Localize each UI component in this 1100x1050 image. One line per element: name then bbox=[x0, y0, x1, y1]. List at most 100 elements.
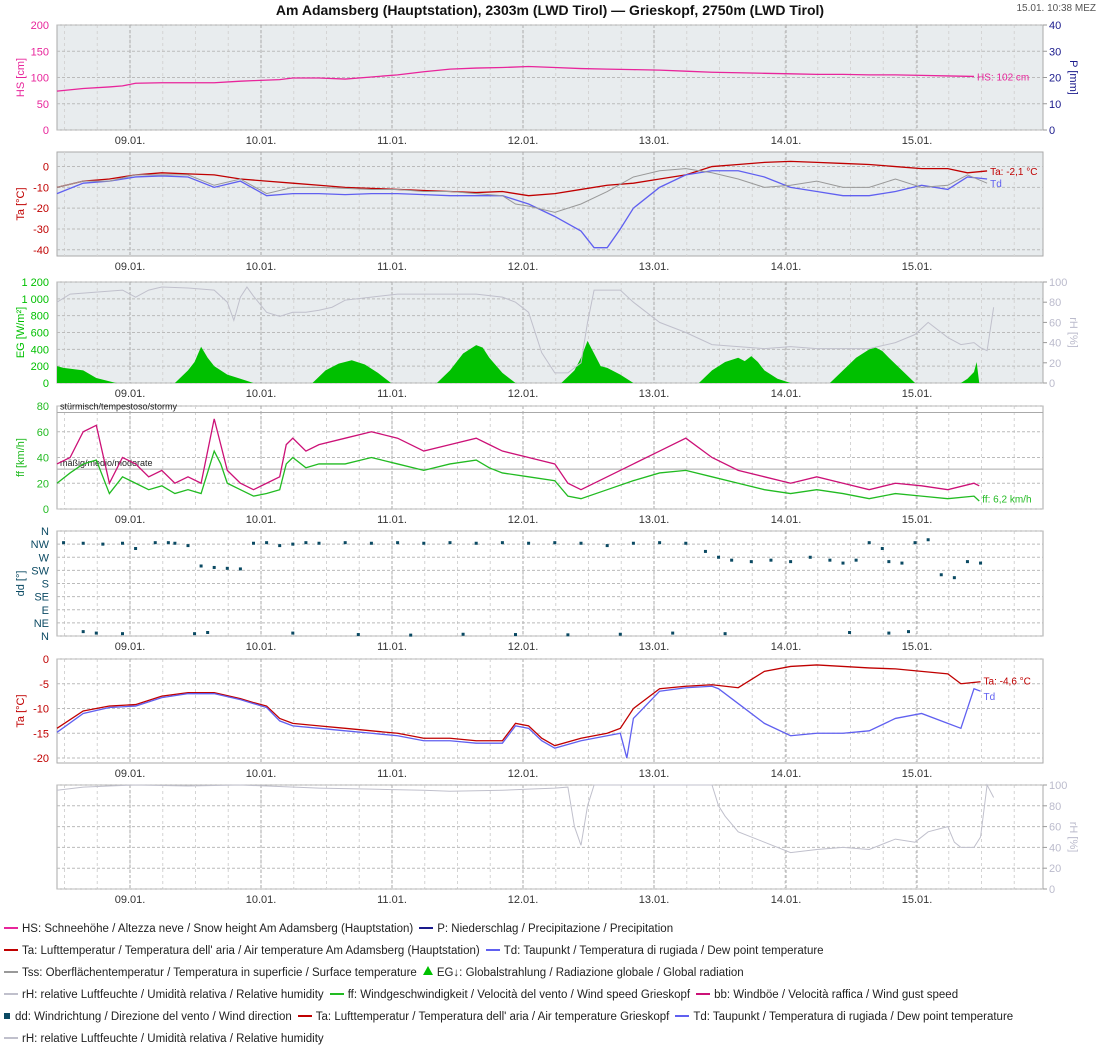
svg-text:09.01.: 09.01. bbox=[115, 388, 146, 400]
legend-line-swatch-icon bbox=[4, 948, 18, 951]
legend-item-rh: rH: relative Luftfeuchte / Umidità relat… bbox=[4, 984, 324, 1006]
svg-text:09.01.: 09.01. bbox=[115, 768, 146, 780]
svg-text:50: 50 bbox=[37, 99, 49, 111]
svg-text:13.01.: 13.01. bbox=[639, 261, 670, 273]
legend-label: HS: Schneehöhe / Altezza neve / Snow hei… bbox=[22, 923, 414, 935]
svg-text:Ta: -2,1 °C: Ta: -2,1 °C bbox=[990, 167, 1037, 178]
legend-line-swatch-icon bbox=[4, 926, 18, 929]
legend: HS: Schneehöhe / Altezza neve / Snow hei… bbox=[4, 918, 1019, 1050]
panel-temperature-grieskopf: 09.01. 10.01. 11.01. 12.01. 13.01. 14.01. 15.0… bbox=[15, 654, 1044, 780]
svg-text:Ta [°C]: Ta [°C] bbox=[15, 187, 27, 220]
svg-text:12.01.: 12.01. bbox=[508, 135, 539, 147]
svg-text:E: E bbox=[42, 605, 49, 617]
legend-line-swatch-icon bbox=[329, 992, 344, 995]
panel-wind-speed: 09.01. 10.01. 11.01. 12.01. 13.01. 14.01. 15.0… bbox=[15, 401, 1044, 526]
svg-text:100: 100 bbox=[31, 73, 49, 85]
panel-humidity-grieskopf: 09.01. 10.01. 11.01. 12.01. 13.01. 14.01. 15.0… bbox=[56, 780, 1079, 906]
svg-text:-20: -20 bbox=[33, 753, 49, 765]
legend-item-eg: EG↓: Globalstrahlung / Radiazione global… bbox=[422, 962, 744, 984]
svg-text:20: 20 bbox=[1049, 73, 1061, 85]
svg-text:dd [°]: dd [°] bbox=[15, 571, 27, 597]
svg-text:ff [km/h]: ff [km/h] bbox=[15, 438, 27, 477]
svg-text:0: 0 bbox=[1049, 378, 1055, 390]
svg-text:60: 60 bbox=[1049, 317, 1061, 329]
legend-item-hs: HS: Schneehöhe / Altezza neve / Snow hei… bbox=[4, 918, 413, 940]
svg-text:60: 60 bbox=[1049, 822, 1061, 834]
svg-text:600: 600 bbox=[31, 328, 49, 340]
svg-text:09.01.: 09.01. bbox=[115, 514, 146, 526]
svg-text:14.01.: 14.01. bbox=[771, 388, 802, 400]
svg-text:S: S bbox=[42, 579, 49, 591]
svg-text:12.01.: 12.01. bbox=[508, 261, 539, 273]
legend-label: Ta: Lufttemperatur / Temperatura dell' a… bbox=[315, 1011, 670, 1023]
svg-text:800: 800 bbox=[31, 311, 49, 323]
svg-text:100: 100 bbox=[1049, 277, 1067, 289]
legend-row: HS: Schneehöhe / Altezza neve / Snow hei… bbox=[4, 918, 1019, 940]
svg-text:09.01.: 09.01. bbox=[115, 261, 146, 273]
svg-text:11.01.: 11.01. bbox=[377, 135, 407, 147]
panel-wind-direction: 09.01. 10.01. 11.01. 12.01. 13.01. 14.01. 15.0… bbox=[15, 526, 1044, 653]
svg-text:HS: 102 cm: HS: 102 cm bbox=[977, 72, 1029, 83]
legend-label: EG↓: Globalstrahlung / Radiazione global… bbox=[436, 967, 744, 979]
svg-text:11.01.: 11.01. bbox=[377, 641, 407, 653]
svg-text:12.01.: 12.01. bbox=[508, 514, 539, 526]
svg-text:ff: 6,2 km/h: ff: 6,2 km/h bbox=[982, 495, 1031, 506]
svg-text:N: N bbox=[41, 526, 49, 538]
svg-text:stürmisch/tempestoso/stormy: stürmisch/tempestoso/stormy bbox=[60, 401, 178, 411]
svg-text:11.01.: 11.01. bbox=[377, 768, 407, 780]
svg-text:12.01.: 12.01. bbox=[508, 894, 539, 906]
legend-item-td: Td: Taupunkt / Temperatura di rugiada / … bbox=[675, 1006, 1013, 1028]
panel-radiation-humidity: 09.01. 10.01. 11.01. 12.01. 13.01. 14.01. 15.0… bbox=[15, 277, 1079, 400]
svg-text:0: 0 bbox=[1049, 125, 1055, 137]
svg-text:Ta: -4,6 °C: Ta: -4,6 °C bbox=[984, 676, 1031, 687]
svg-text:80: 80 bbox=[37, 401, 49, 413]
svg-text:10.01.: 10.01. bbox=[246, 894, 277, 906]
svg-text:13.01.: 13.01. bbox=[639, 388, 670, 400]
svg-text:SW: SW bbox=[31, 565, 49, 577]
legend-square-swatch-icon bbox=[4, 1012, 10, 1019]
timestamp: 15.01. 10:38 MEZ bbox=[1016, 3, 1097, 14]
svg-text:40: 40 bbox=[37, 453, 49, 465]
svg-text:13.01.: 13.01. bbox=[639, 768, 670, 780]
svg-text:-20: -20 bbox=[33, 203, 49, 215]
svg-text:09.01.: 09.01. bbox=[115, 641, 146, 653]
svg-text:1 200: 1 200 bbox=[21, 277, 49, 289]
svg-text:0: 0 bbox=[43, 654, 49, 666]
svg-text:14.01.: 14.01. bbox=[771, 894, 802, 906]
legend-line-swatch-icon bbox=[419, 926, 434, 929]
svg-text:20: 20 bbox=[1049, 863, 1061, 875]
legend-item-bb: bb: Windböe / Velocità raffica / Wind gu… bbox=[696, 984, 958, 1006]
svg-text:30: 30 bbox=[1049, 46, 1061, 58]
legend-label: Ta: Lufttemperatur / Temperatura dell' a… bbox=[22, 945, 480, 957]
svg-text:-10: -10 bbox=[33, 182, 49, 194]
legend-row: rH: relative Luftfeuchte / Umidità relat… bbox=[4, 984, 1019, 1006]
svg-text:-15: -15 bbox=[33, 728, 49, 740]
svg-text:40: 40 bbox=[1049, 20, 1061, 32]
svg-text:11.01.: 11.01. bbox=[377, 894, 407, 906]
svg-text:15.01.: 15.01. bbox=[902, 261, 933, 273]
svg-text:14.01.: 14.01. bbox=[771, 135, 802, 147]
svg-text:14.01.: 14.01. bbox=[771, 261, 802, 273]
svg-text:NW: NW bbox=[31, 539, 50, 551]
svg-text:13.01.: 13.01. bbox=[639, 894, 670, 906]
svg-text:12.01.: 12.01. bbox=[508, 641, 539, 653]
svg-text:150: 150 bbox=[31, 46, 49, 58]
svg-text:12.01.: 12.01. bbox=[508, 388, 539, 400]
svg-text:rH [%]: rH [%] bbox=[1067, 317, 1079, 348]
legend-item-rh: rH: relative Luftfeuchte / Umidità relat… bbox=[4, 1028, 324, 1050]
svg-text:80: 80 bbox=[1049, 801, 1061, 813]
svg-text:14.01.: 14.01. bbox=[771, 514, 802, 526]
legend-row: Ta: Lufttemperatur / Temperatura dell' a… bbox=[4, 940, 1019, 962]
svg-text:11.01.: 11.01. bbox=[377, 388, 407, 400]
svg-text:-40: -40 bbox=[33, 245, 49, 257]
legend-item-ff: ff: Windgeschwindigkeit / Velocità del v… bbox=[329, 984, 690, 1006]
svg-text:Td: Td bbox=[984, 692, 996, 703]
svg-text:-30: -30 bbox=[33, 224, 49, 236]
svg-text:10.01.: 10.01. bbox=[246, 388, 277, 400]
svg-text:200: 200 bbox=[31, 20, 49, 32]
svg-text:14.01.: 14.01. bbox=[771, 641, 802, 653]
legend-item-ta: Ta: Lufttemperatur / Temperatura dell' a… bbox=[297, 1006, 670, 1028]
legend-label: Tss: Oberflächentemperatur / Temperatura… bbox=[22, 967, 417, 979]
svg-text:40: 40 bbox=[1049, 842, 1061, 854]
legend-label: P: Niederschlag / Precipitazione / Preci… bbox=[437, 923, 674, 935]
